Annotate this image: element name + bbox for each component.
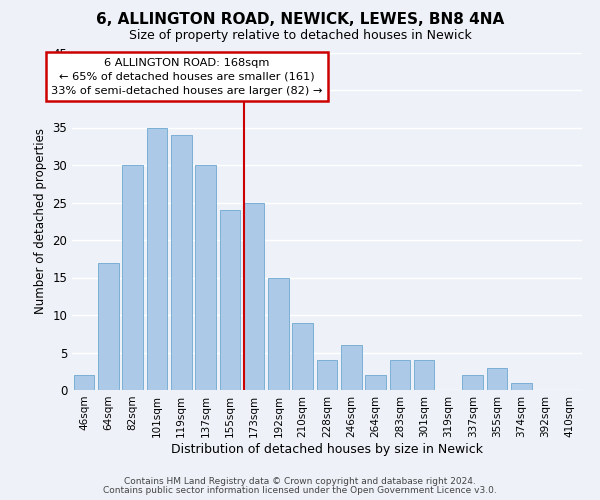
Text: Size of property relative to detached houses in Newick: Size of property relative to detached ho…: [128, 29, 472, 42]
Y-axis label: Number of detached properties: Number of detached properties: [34, 128, 47, 314]
Bar: [171, 135, 191, 390]
Bar: [268, 278, 289, 390]
Text: Contains public sector information licensed under the Open Government Licence v3: Contains public sector information licen…: [103, 486, 497, 495]
Text: 6, ALLINGTON ROAD, NEWICK, LEWES, BN8 4NA: 6, ALLINGTON ROAD, NEWICK, LEWES, BN8 4N…: [96, 12, 504, 28]
Bar: [317, 360, 337, 390]
X-axis label: Distribution of detached houses by size in Newick: Distribution of detached houses by size …: [171, 442, 483, 456]
Bar: [98, 262, 119, 390]
Bar: [74, 375, 94, 390]
Text: 6 ALLINGTON ROAD: 168sqm
← 65% of detached houses are smaller (161)
33% of semi-: 6 ALLINGTON ROAD: 168sqm ← 65% of detach…: [51, 58, 322, 96]
Bar: [463, 375, 483, 390]
Bar: [389, 360, 410, 390]
Bar: [341, 345, 362, 390]
Bar: [146, 128, 167, 390]
Bar: [220, 210, 240, 390]
Bar: [365, 375, 386, 390]
Bar: [511, 382, 532, 390]
Bar: [414, 360, 434, 390]
Bar: [487, 368, 508, 390]
Bar: [292, 322, 313, 390]
Text: Contains HM Land Registry data © Crown copyright and database right 2024.: Contains HM Land Registry data © Crown c…: [124, 477, 476, 486]
Bar: [122, 165, 143, 390]
Bar: [244, 202, 265, 390]
Bar: [195, 165, 216, 390]
